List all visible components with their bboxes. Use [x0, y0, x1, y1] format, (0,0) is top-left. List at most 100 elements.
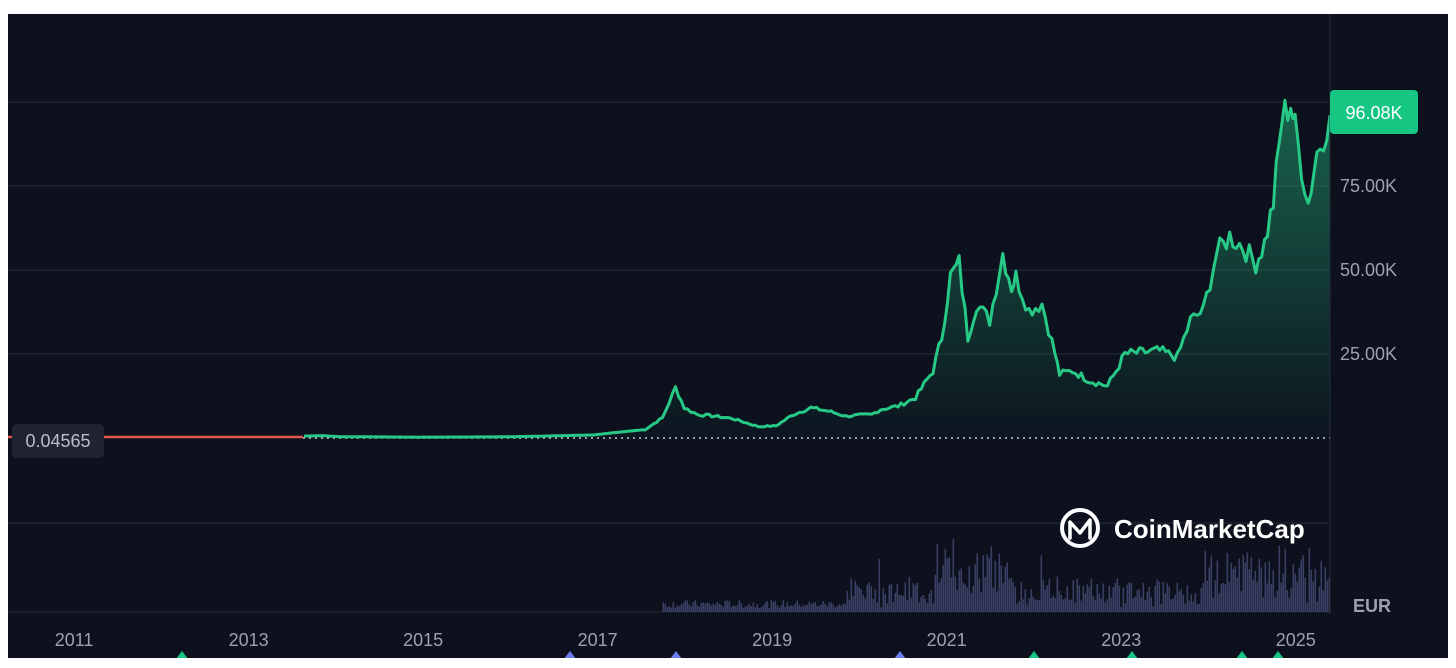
volume-bar	[1224, 584, 1227, 612]
volume-bar	[966, 587, 969, 612]
volume-bar	[778, 607, 781, 612]
volume-bar	[682, 603, 685, 612]
x-tick-label: 2013	[229, 630, 269, 650]
volume-bar	[1040, 555, 1043, 612]
volume-bar	[926, 603, 929, 612]
volume-bar	[900, 595, 903, 612]
volume-bar	[982, 555, 985, 612]
volume-bar	[1100, 598, 1103, 612]
price-area-fill	[304, 100, 1330, 439]
volume-bar	[1238, 558, 1241, 612]
volume-bar	[1242, 555, 1245, 612]
volume-bar	[722, 606, 725, 612]
volume-bar	[1236, 577, 1239, 612]
volume-bar	[1022, 599, 1025, 612]
volume-bar	[1088, 587, 1091, 612]
volume-bar	[754, 607, 757, 612]
volume-bar	[794, 603, 797, 612]
volume-bar	[1092, 596, 1095, 612]
volume-bar	[1180, 588, 1183, 612]
price-chart[interactable]: 25.00K 50.00K 75.00K 2011 2013 2015 2017 2019 2…	[8, 14, 1448, 658]
volume-bar	[1000, 565, 1003, 612]
volume-bar	[808, 601, 811, 612]
volume-bar	[1156, 579, 1159, 612]
volume-bar	[764, 602, 767, 612]
volume-bar	[786, 602, 789, 612]
volume-bar	[732, 605, 735, 612]
volume-bar	[816, 606, 819, 612]
volume-bar	[832, 604, 835, 612]
volume-bar	[996, 591, 999, 612]
volume-bar	[1296, 581, 1299, 612]
volume-bar	[1302, 555, 1305, 612]
volume-bar	[846, 591, 849, 612]
volume-bar	[984, 577, 987, 612]
volume-bar	[868, 582, 871, 612]
volume-bar	[750, 606, 753, 612]
volume-bar	[952, 539, 955, 612]
volume-bar	[896, 584, 899, 612]
volume-bar	[788, 606, 791, 612]
volume-bar	[1132, 598, 1135, 612]
volume-bar	[964, 584, 967, 612]
volume-bar	[958, 570, 961, 612]
volume-bar	[1062, 599, 1065, 612]
volume-bar	[1192, 601, 1195, 612]
volume-bar	[720, 604, 723, 612]
volume-bar	[1114, 582, 1117, 612]
volume-bar	[1014, 586, 1017, 612]
volume-bar	[768, 608, 771, 612]
volume-bar	[1308, 547, 1311, 612]
volume-bar	[824, 604, 827, 612]
y-tick-label: 75.00K	[1340, 176, 1397, 196]
volume-bar	[916, 582, 919, 612]
volume-bar	[796, 600, 799, 612]
volume-bar	[1158, 581, 1161, 612]
volume-bar	[1182, 594, 1185, 612]
volume-bar	[670, 607, 673, 612]
volume-bar	[728, 601, 731, 612]
volume-bar	[1324, 567, 1327, 612]
volume-bar	[988, 558, 991, 612]
volume-bar	[1086, 584, 1089, 612]
volume-bar	[864, 597, 867, 612]
volume-bar	[758, 608, 761, 612]
volume-bar	[1278, 545, 1281, 612]
volume-bar	[1208, 567, 1211, 612]
volume-bar	[690, 606, 693, 612]
volume-bar	[1252, 579, 1255, 612]
volume-bar	[776, 605, 779, 612]
volume-bar	[902, 595, 905, 612]
volume-bar	[714, 604, 717, 612]
currency-label: EUR	[1353, 596, 1391, 616]
volume-bar	[1128, 582, 1131, 612]
x-tick-label: 2015	[403, 630, 443, 650]
volume-bar	[1204, 551, 1207, 612]
volume-bar	[914, 585, 917, 612]
volume-bar	[852, 595, 855, 612]
volume-bar	[830, 602, 833, 612]
volume-bar	[1282, 573, 1285, 612]
volume-bar	[1102, 583, 1105, 612]
volume-bar	[676, 605, 679, 612]
volume-bar	[1260, 567, 1263, 612]
current-price-badge: 96.08K	[1330, 90, 1418, 134]
volume-bar	[1322, 590, 1325, 612]
volume-bar	[772, 602, 775, 612]
volume-bar	[1124, 603, 1127, 612]
volume-bar	[1140, 596, 1143, 612]
volume-bar	[942, 564, 945, 612]
volume-bar	[1314, 568, 1317, 612]
volume-bar	[850, 578, 853, 612]
volume-bar	[1198, 604, 1201, 612]
volume-bar	[726, 600, 729, 612]
volume-bar	[710, 605, 713, 612]
volume-bar	[938, 582, 941, 612]
volume-bar	[1280, 582, 1283, 612]
volume-bar	[1026, 604, 1029, 612]
volume-bar	[836, 605, 839, 612]
volume-bar	[844, 603, 847, 612]
volume-bar	[924, 598, 927, 612]
volume-bar	[1298, 567, 1301, 612]
